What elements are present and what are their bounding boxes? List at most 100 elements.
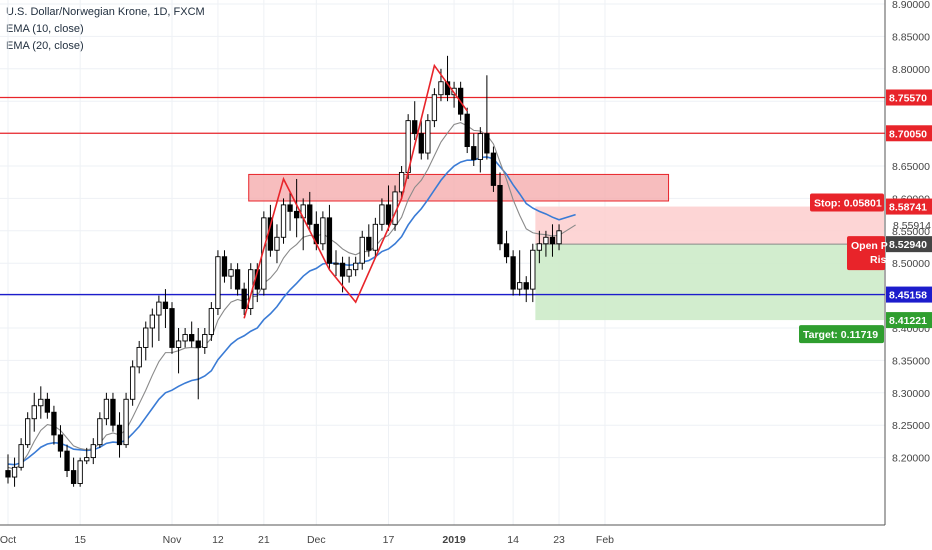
pattern-line [243,63,468,319]
candle-down [385,204,392,225]
candle-down [44,398,51,413]
candle-up [425,120,431,154]
candle-down [162,301,169,310]
candle-down [221,256,228,277]
pattern-drawing [243,63,468,319]
candle-up [18,444,24,468]
candle-up [25,418,31,446]
drawings-zones [248,173,884,321]
price-label: 8.58741 [889,202,927,214]
price-label-bg [886,286,932,303]
x-tick-label: 23 [553,534,565,546]
ema10-legend: EMA (10, close) [6,23,84,35]
candle-up [129,366,136,400]
candle-down [510,256,516,290]
resistance-zone [248,173,670,202]
stop-label: Stop: 0.05801 [814,198,882,210]
candle-down [51,411,57,436]
risk-label: Ris [870,254,887,266]
candle-up [202,334,208,348]
candle-up [215,256,221,310]
candle-up [517,282,523,290]
candle-up [97,418,103,446]
price-label-bg [886,125,932,142]
candles [5,55,562,487]
candle-up [359,236,365,264]
candle-down [169,308,175,348]
x-tick-label: 15 [74,534,86,546]
candle-down [116,424,123,446]
candle-down [5,470,11,478]
candle-down [412,120,418,135]
candle-down [307,204,313,225]
y-tick-label: 8.85000 [892,31,930,43]
candle-down [339,262,346,277]
candle-down [418,133,424,154]
y-tick-label: 8.90000 [892,0,930,11]
price-label-bg [886,89,932,106]
candle-down [366,236,372,251]
ema20-line [7,156,576,466]
symbol-title: U.S. Dollar/Norwegian Krone, 1D, FXCM [6,6,205,18]
candle-down [189,334,195,342]
y-tick-label: 8.65000 [892,161,930,173]
candle-up [11,466,18,478]
price-label: 8.75570 [889,93,927,105]
candle-up [77,460,83,484]
x-tick-label: 14 [507,534,519,546]
candle-down [241,288,247,310]
candle-up [438,81,444,96]
candle-down [471,146,477,160]
candle-up [182,334,188,342]
price-label: 8.45158 [889,290,927,302]
x-tick-label: Dec [307,534,326,546]
price-label: 8.55914 [893,220,931,232]
candle-down [234,269,241,290]
y-tick-label: 8.20000 [892,453,930,465]
candle-up [431,94,438,122]
stop-label-bg [810,193,884,212]
candle-down [484,133,490,154]
target-zone [535,244,884,321]
candle-up [477,133,483,160]
candle-down [490,152,497,186]
candle-down [64,450,70,472]
candle-up [208,308,215,335]
candle-up [530,249,536,290]
candle-up [536,243,543,251]
x-tick-label: Nov [163,534,182,546]
candle-up [556,230,562,245]
candle-up [136,346,142,368]
candle-down [549,236,556,245]
candle-up [103,398,110,420]
price-labels: 8.75570 8.70050 8.58741 8.55914 8.52940 8.451… [799,89,932,344]
candle-down [464,113,470,148]
price-label-bg [886,198,932,215]
candle-down [110,398,116,426]
candle-down [293,210,300,219]
y-tick-label: 8.35000 [892,355,930,367]
x-tick-label: 12 [212,534,224,546]
candle-down [523,282,529,290]
price-label-bg [886,312,932,329]
candle-up [31,405,37,420]
horizontal-lines [0,96,885,296]
candle-up [353,262,359,271]
candle-up [379,204,385,225]
candle-down [287,204,293,212]
x-tick-label: 2019 [442,534,466,546]
candle-up [38,398,44,407]
y-tick-label: 8.80000 [892,64,930,76]
x-tick-label: 17 [383,534,395,546]
x-tick-label: Oct [0,534,16,546]
target-label: Target: 0.11719 [803,329,878,341]
candle-up [346,269,352,277]
candle-up [228,269,234,277]
candle-up [543,236,549,245]
ema20-legend: EMA (20, close) [6,40,84,52]
candle-up [274,236,280,251]
candle-up [156,301,162,316]
candle-up [280,204,287,238]
candle-up [143,327,149,348]
